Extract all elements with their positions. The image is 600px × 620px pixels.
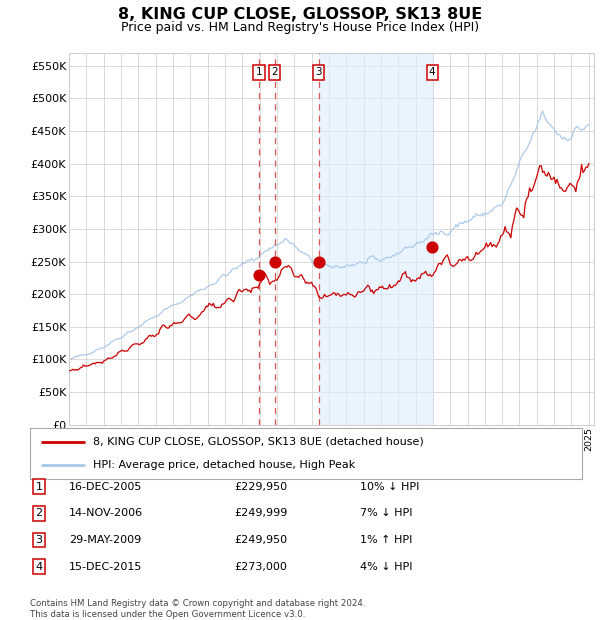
Text: 1: 1 (256, 68, 262, 78)
Text: Price paid vs. HM Land Registry's House Price Index (HPI): Price paid vs. HM Land Registry's House … (121, 21, 479, 34)
Text: 4% ↓ HPI: 4% ↓ HPI (360, 562, 413, 572)
Bar (319, 53, 432, 425)
Text: 16-DEC-2005: 16-DEC-2005 (69, 482, 142, 492)
Text: HPI: Average price, detached house, High Peak: HPI: Average price, detached house, High… (94, 460, 356, 470)
Text: 2: 2 (35, 508, 43, 518)
Text: 8, KING CUP CLOSE, GLOSSOP, SK13 8UE: 8, KING CUP CLOSE, GLOSSOP, SK13 8UE (118, 7, 482, 22)
Text: £249,950: £249,950 (234, 535, 287, 545)
Text: 4: 4 (35, 562, 43, 572)
Text: Contains HM Land Registry data © Crown copyright and database right 2024.
This d: Contains HM Land Registry data © Crown c… (30, 600, 365, 619)
Text: £249,999: £249,999 (234, 508, 287, 518)
Point (270, 257, 280, 267)
Point (254, 270, 264, 280)
Text: 1: 1 (35, 482, 43, 492)
Text: 14-NOV-2006: 14-NOV-2006 (69, 508, 143, 518)
Point (314, 257, 323, 267)
Text: 4: 4 (429, 68, 436, 78)
Text: 15-DEC-2015: 15-DEC-2015 (69, 562, 142, 572)
Text: 2: 2 (271, 68, 278, 78)
Text: 1% ↑ HPI: 1% ↑ HPI (360, 535, 412, 545)
Point (427, 242, 437, 252)
Text: 29-MAY-2009: 29-MAY-2009 (69, 535, 141, 545)
Text: 3: 3 (316, 68, 322, 78)
Text: £273,000: £273,000 (234, 562, 287, 572)
Text: 8, KING CUP CLOSE, GLOSSOP, SK13 8UE (detached house): 8, KING CUP CLOSE, GLOSSOP, SK13 8UE (de… (94, 436, 424, 446)
Text: £229,950: £229,950 (234, 482, 287, 492)
Text: 3: 3 (35, 535, 43, 545)
Text: 7% ↓ HPI: 7% ↓ HPI (360, 508, 413, 518)
Text: 10% ↓ HPI: 10% ↓ HPI (360, 482, 419, 492)
